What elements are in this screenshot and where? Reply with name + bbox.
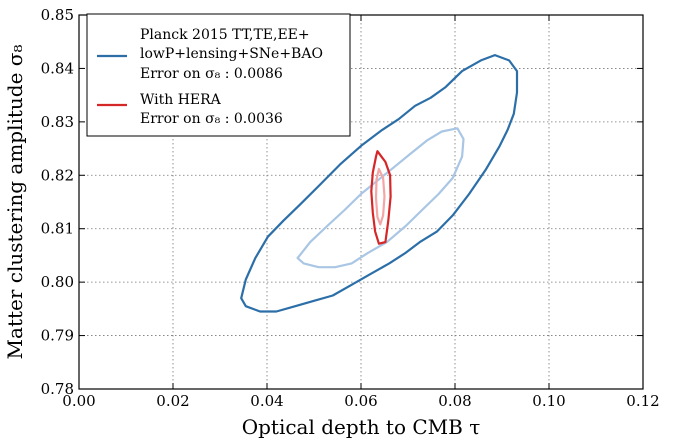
legend-label-hera: With HERA [140, 92, 222, 108]
planck-inner-contour [296, 127, 465, 269]
legend-label-planck-line-1: Planck 2015 TT,TE,EE+ [140, 27, 310, 43]
y-tick-label: 0.83 [41, 113, 74, 131]
x-tick-label: 0.08 [438, 392, 471, 410]
y-tick-label: 0.85 [41, 6, 74, 24]
y-tick-label: 0.79 [41, 327, 74, 345]
x-tick-label: 0.02 [156, 392, 189, 410]
hera-inner-contour [374, 167, 386, 226]
legend-box [86, 13, 351, 137]
x-axis-label: Optical depth to CMB τ [242, 415, 481, 439]
x-tick-label: 0.06 [344, 392, 377, 410]
legend-label-hera-error: Error on σ₈ : 0.0036 [140, 111, 283, 127]
y-tick-label: 0.80 [41, 273, 74, 291]
x-tick-label: 0.04 [250, 392, 283, 410]
x-tick-label: 0.10 [532, 392, 565, 410]
tick-labels: 0.00 0.02 0.04 0.06 0.08 0.10 0.12 0.78 0.79 0.80… [41, 6, 660, 410]
legend: Planck 2015 TT,TE,EE+ lowP+lensing+SNe+B… [86, 13, 351, 137]
y-axis-label: Matter clustering amplitude σ₈ [3, 45, 27, 360]
x-tick-label: 0.12 [626, 392, 659, 410]
y-tick-label: 0.78 [41, 380, 74, 398]
contour-layer [240, 53, 519, 313]
x-tick-label: 0.00 [62, 392, 95, 410]
y-tick-label: 0.84 [41, 59, 74, 77]
legend-label-planck-line-2: lowP+lensing+SNe+BAO [140, 46, 323, 62]
hera-outer-contour [370, 150, 392, 245]
y-tick-label: 0.82 [41, 166, 74, 184]
planck-outer-contour [240, 53, 519, 313]
y-tick-label: 0.81 [41, 220, 74, 238]
legend-label-planck-error: Error on σ₈ : 0.0086 [140, 66, 283, 82]
